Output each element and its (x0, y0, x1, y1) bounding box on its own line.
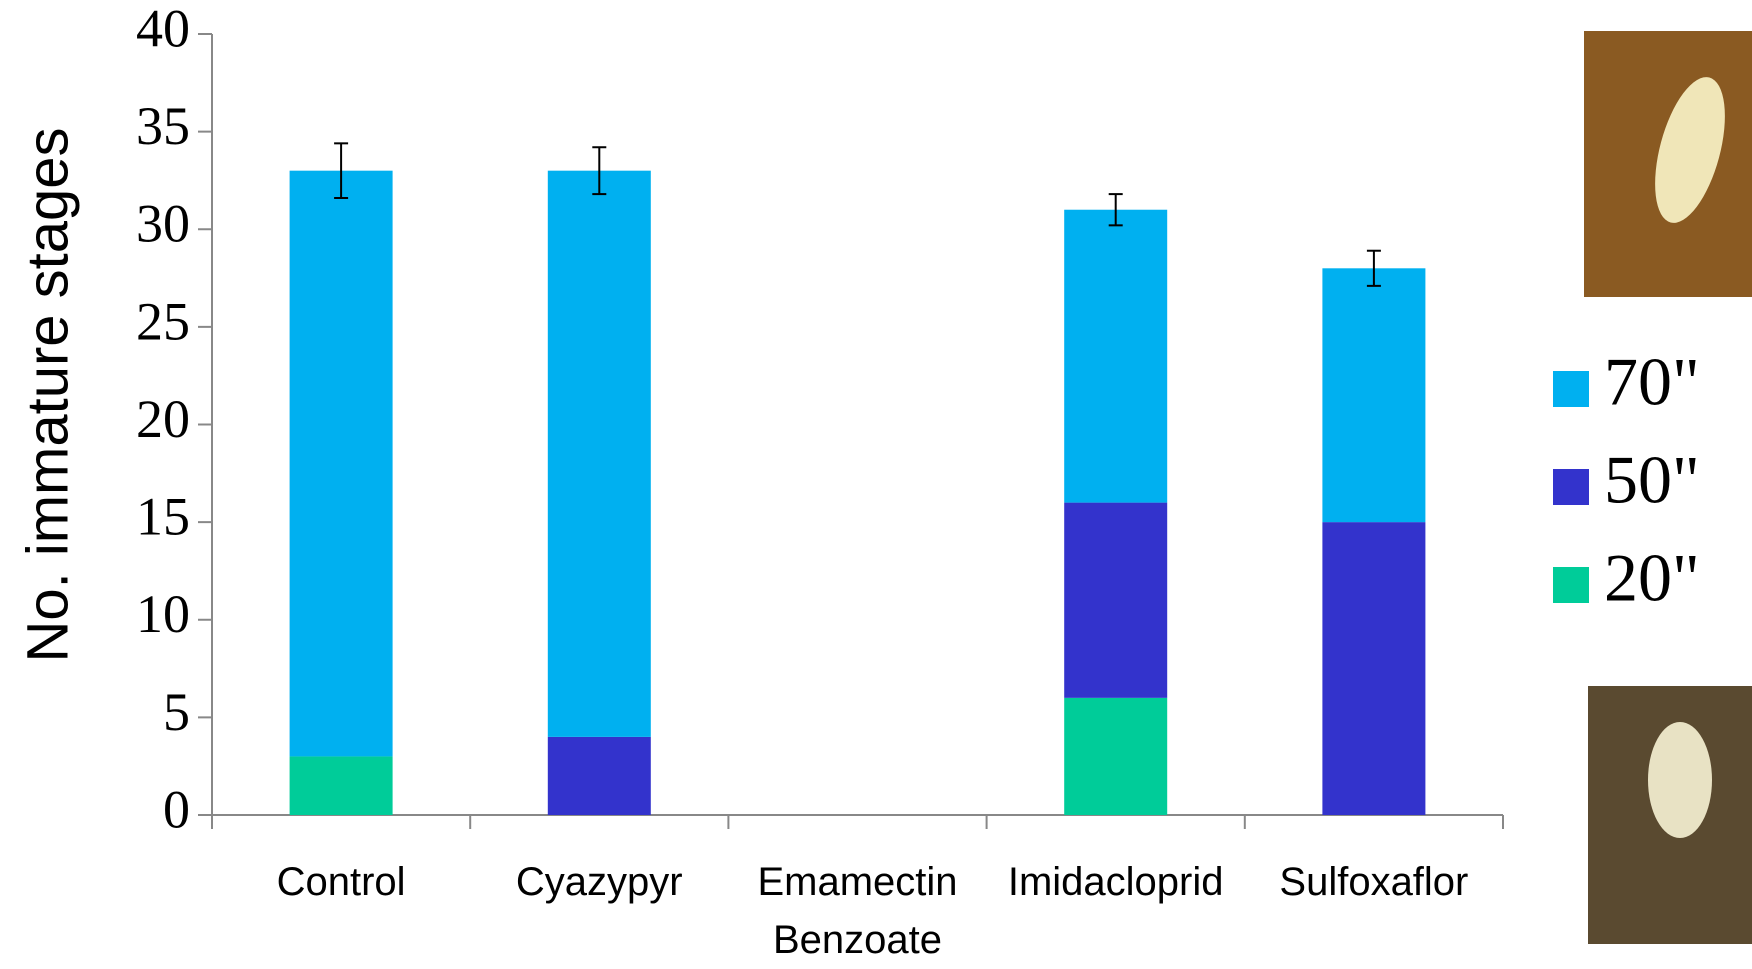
bar-segment (290, 171, 393, 757)
y-tick-label: 40 (136, 0, 190, 58)
y-tick-label: 15 (136, 487, 190, 547)
bar-segment (1064, 698, 1167, 815)
legend-label: 20" (1604, 540, 1700, 616)
bar-segment (548, 171, 651, 737)
bar-segment (1064, 210, 1167, 503)
x-tick-label: Cyazypyr (470, 853, 728, 911)
photo-egg-body (1648, 722, 1712, 838)
bar-segment (290, 756, 393, 815)
x-tick-label: Control (212, 853, 470, 911)
y-tick-label: 5 (163, 682, 190, 742)
y-tick-label: 25 (136, 291, 190, 351)
legend-swatch (1553, 371, 1589, 407)
x-tick-label: Sulfoxaflor (1245, 853, 1503, 911)
chart: No. immature stages 0 5 10 15 20 25 30 35 40 20" 5… (0, 0, 1752, 952)
legend-label: 50" (1604, 442, 1700, 518)
y-tick-label: 30 (136, 194, 190, 254)
bar-segment (1064, 503, 1167, 698)
legend-label: 70" (1604, 344, 1700, 420)
bar-segment (548, 737, 651, 815)
bar-segment (1322, 522, 1425, 815)
y-tick-label: 10 (136, 584, 190, 644)
page: No. immature stages 0 5 10 15 20 25 30 35 40 20" 5… (0, 0, 1752, 952)
y-tick-label: 0 (163, 779, 190, 839)
legend-swatch (1553, 469, 1589, 505)
legend-swatch (1553, 567, 1589, 603)
x-tick-label: Imidacloprid (987, 853, 1245, 911)
bar-segment (1322, 268, 1425, 522)
y-tick-label: 35 (136, 96, 190, 156)
y-tick-label: 20 (136, 389, 190, 449)
y-axis-title: No. immature stages (15, 127, 80, 662)
